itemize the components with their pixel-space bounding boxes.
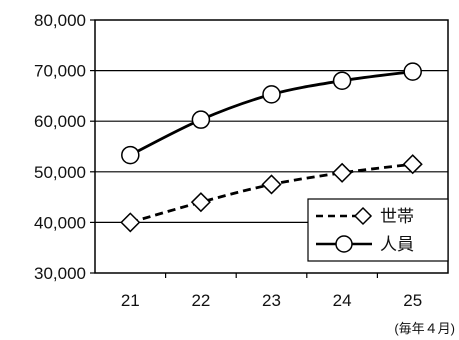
y-tick-label: 50,000 bbox=[34, 163, 86, 182]
x-tick-label: 21 bbox=[121, 291, 140, 310]
data-point-diamond bbox=[332, 162, 353, 183]
x-axis-ticks: 21 22 23 24 25 bbox=[121, 273, 422, 310]
legend-marker-households bbox=[353, 206, 373, 226]
x-tick-label: 25 bbox=[403, 291, 422, 310]
y-tick-label: 30,000 bbox=[34, 264, 86, 283]
x-tick-label: 24 bbox=[333, 291, 352, 310]
series-group bbox=[120, 62, 423, 233]
legend-box bbox=[307, 198, 449, 262]
data-point-diamond bbox=[190, 192, 211, 213]
legend-label-persons: 人員 bbox=[380, 235, 414, 254]
data-point-circle bbox=[191, 110, 211, 129]
data-point-circle bbox=[262, 85, 281, 104]
data-point-diamond bbox=[120, 212, 141, 233]
legend-label-households: 世帯 bbox=[380, 207, 414, 226]
data-point-circle bbox=[121, 145, 140, 165]
series-line-1 bbox=[129, 70, 413, 157]
y-tick-label: 60,000 bbox=[34, 112, 86, 131]
legend: 世帯 人員 bbox=[307, 198, 449, 262]
data-point-circle bbox=[403, 62, 422, 81]
legend-marker-persons bbox=[335, 235, 353, 253]
y-axis-ticks: 30,000 40,000 50,000 60,000 70,000 80,000 bbox=[34, 11, 95, 283]
data-point-diamond bbox=[261, 174, 282, 195]
plot-area-frame bbox=[94, 19, 449, 274]
data-point-circle bbox=[332, 71, 352, 90]
x-axis-note: (毎年４月) bbox=[394, 321, 455, 336]
y-tick-label: 40,000 bbox=[34, 213, 86, 232]
x-tick-label: 22 bbox=[191, 291, 210, 310]
data-point-diamond bbox=[402, 154, 423, 175]
x-tick-label: 23 bbox=[262, 291, 281, 310]
y-tick-label: 70,000 bbox=[34, 62, 86, 81]
y-tick-label: 80,000 bbox=[34, 11, 86, 30]
